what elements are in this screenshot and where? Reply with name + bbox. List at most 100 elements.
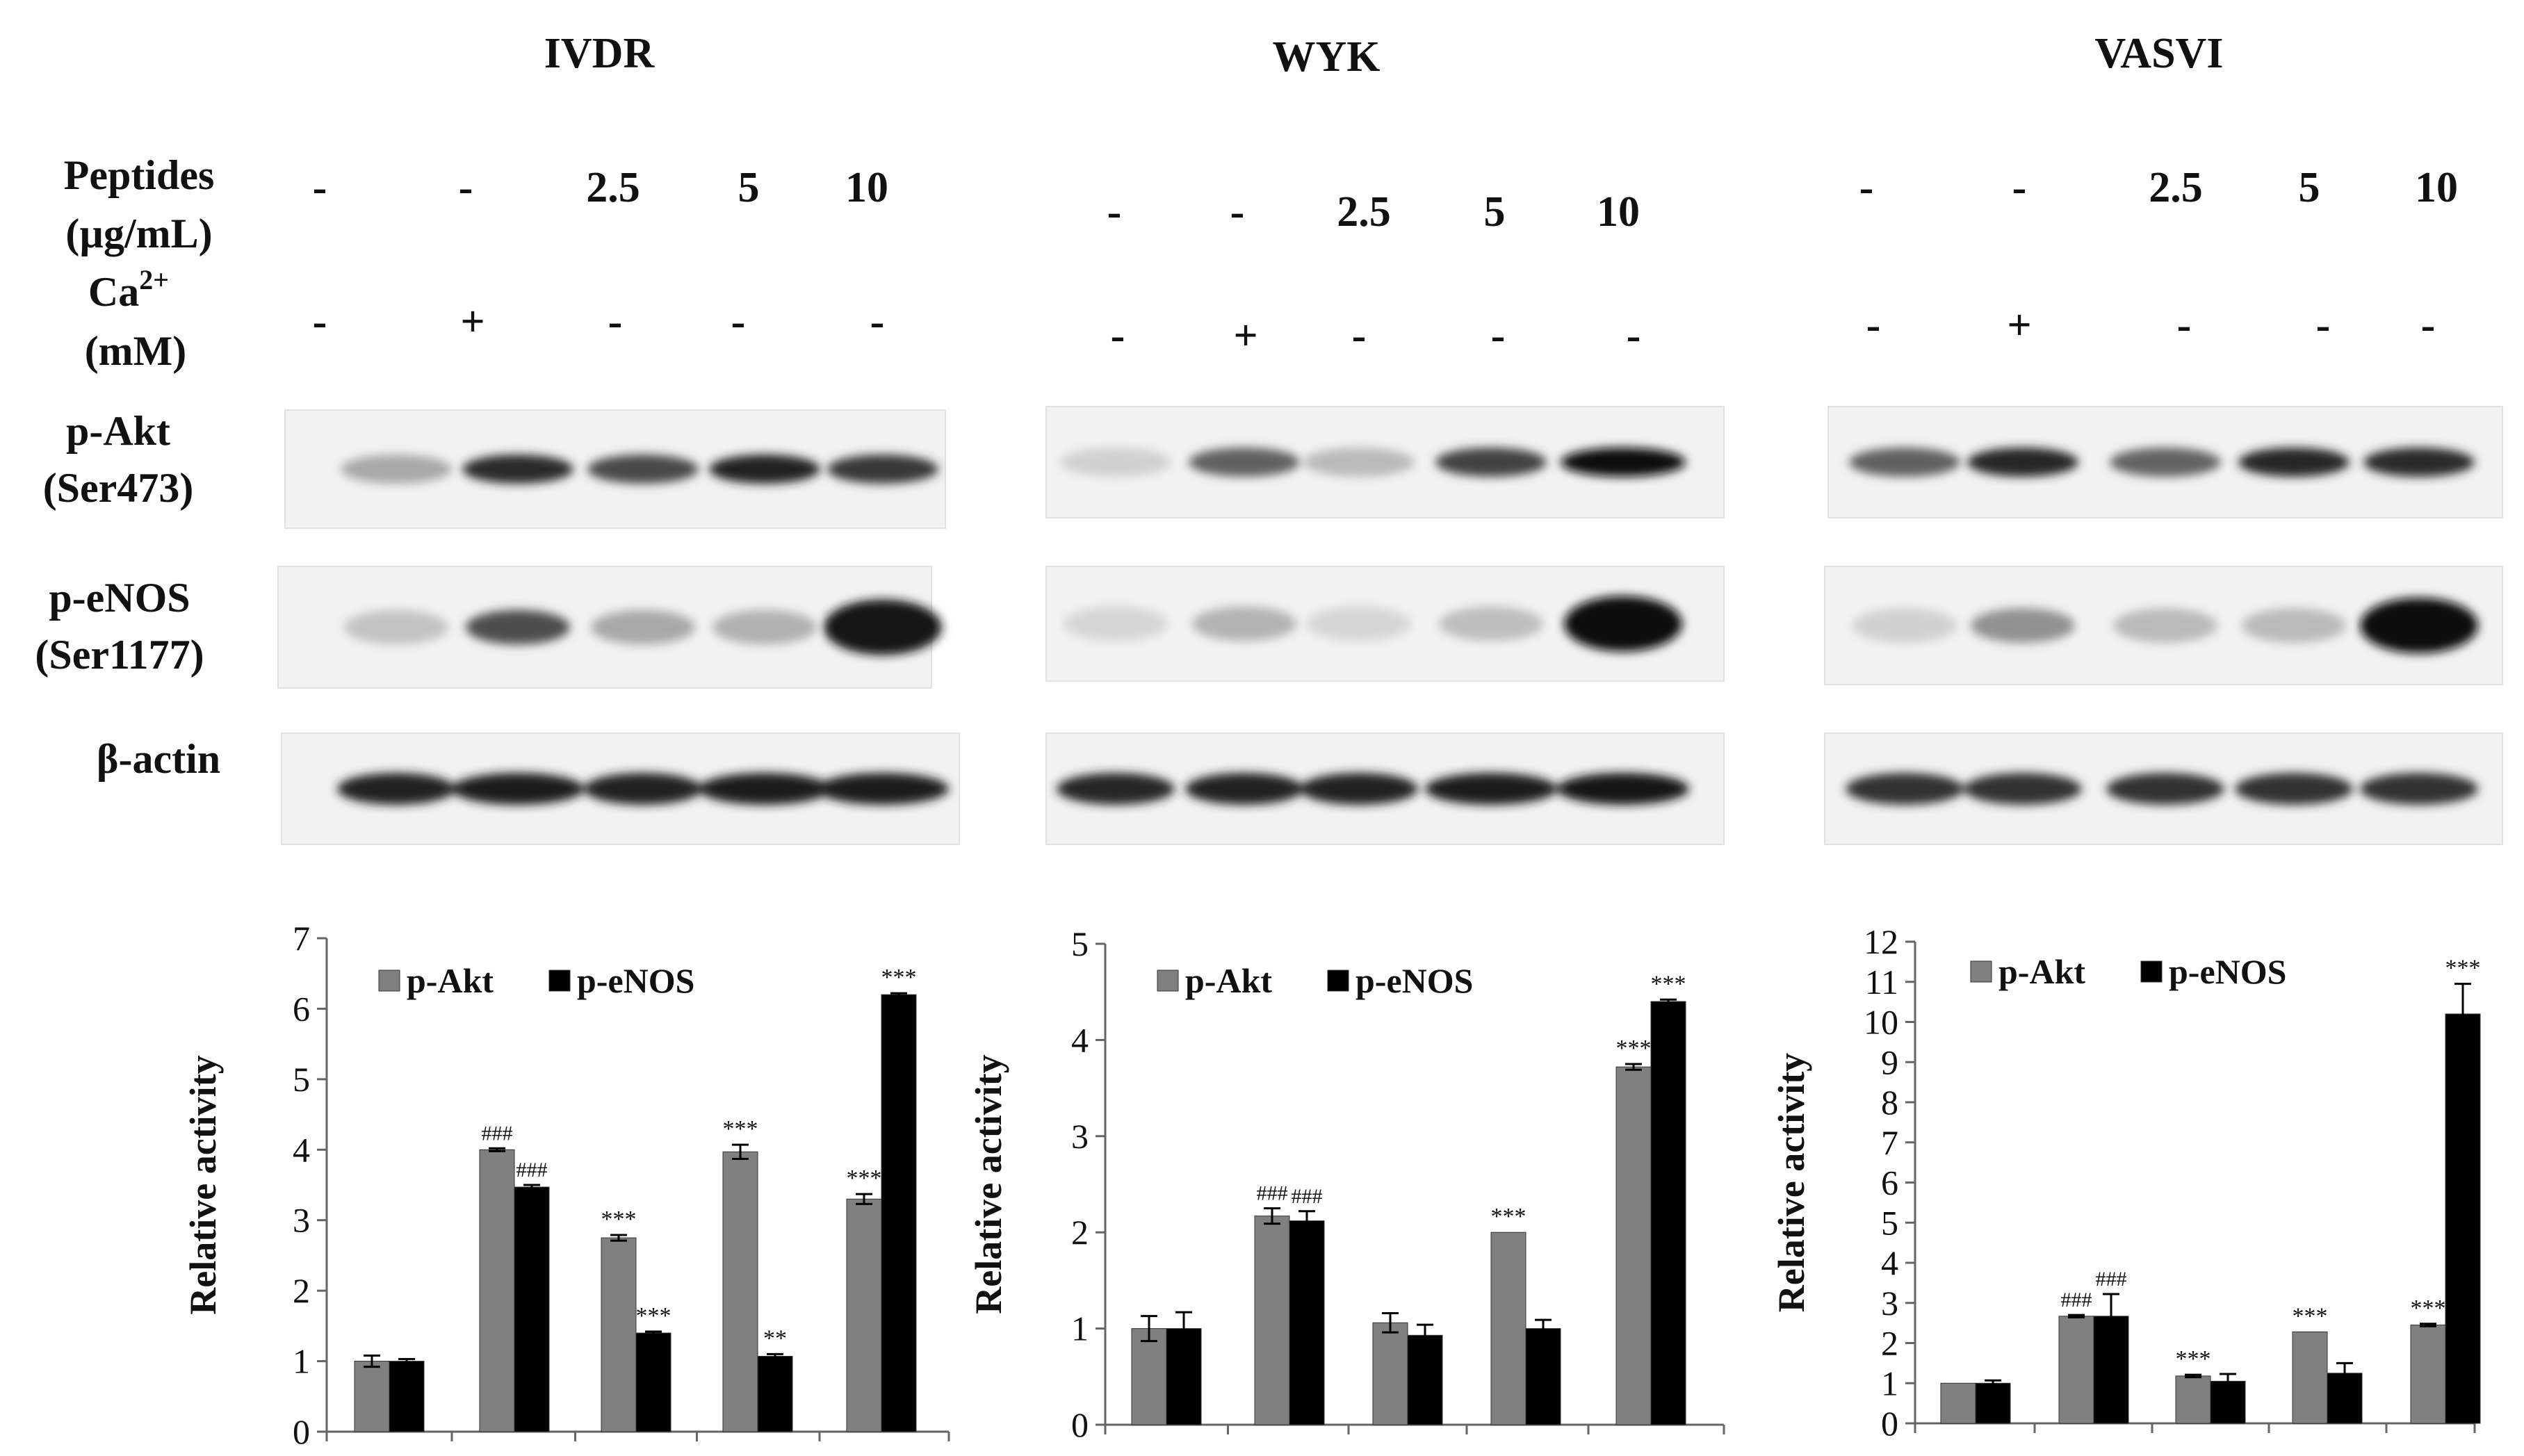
blot-band <box>344 610 448 645</box>
bar-p-enos <box>1975 1382 2011 1424</box>
peptide-dose: - <box>1107 188 1122 236</box>
y-tick-label: 2 <box>1881 1324 1898 1363</box>
y-tick-label: 1 <box>293 1342 310 1381</box>
calcium-dose: + <box>2007 302 2031 349</box>
blot-band <box>1557 773 1689 805</box>
blot-band <box>699 773 831 805</box>
y-tick-label: 5 <box>1881 1203 1898 1242</box>
blot-band <box>1425 773 1557 805</box>
pakt-blot-site-label: (Ser473) <box>43 465 194 511</box>
bar-p-akt <box>1615 1066 1652 1425</box>
blot-band <box>713 610 817 645</box>
y-tick-label: 4 <box>293 1130 310 1169</box>
treatment-rows: - - 2.5 5 10 - + - - - - - 2.5 5 10 - + … <box>313 164 2458 359</box>
bar-p-akt <box>2058 1316 2094 1424</box>
bar-p-enos <box>1407 1334 1443 1425</box>
blot-band <box>337 773 455 805</box>
peptide-dose: - <box>1230 188 1245 236</box>
blot-band <box>1192 606 1296 641</box>
blot-band <box>2238 448 2350 477</box>
pakt-blot-label: p-Akt <box>66 408 170 454</box>
calcium-base: Ca <box>88 269 139 315</box>
blot-bands-actin <box>1846 773 2478 805</box>
blot-bands-akt <box>1060 448 1686 477</box>
blot-band <box>2360 773 2478 805</box>
peptide-dose: - <box>313 164 327 211</box>
y-tick-label: 5 <box>293 1060 310 1099</box>
blot-bands-akt <box>1849 448 2475 477</box>
calcium-dose: - <box>608 298 623 345</box>
blot-band <box>1564 596 1682 652</box>
blot-band <box>466 610 570 645</box>
blot-band <box>341 455 452 484</box>
calcium-superscript: 2+ <box>139 264 169 295</box>
blot-band <box>817 773 949 805</box>
y-tick-label: 5 <box>1071 924 1089 963</box>
peptide-dose: - <box>459 164 473 211</box>
blot-band <box>827 455 938 484</box>
penos-blot-site-label: (Ser1177) <box>35 632 204 678</box>
blot-band <box>452 773 584 805</box>
legend-label: p-eNOS <box>1355 961 1473 1000</box>
calcium-dose: - <box>2177 302 2192 349</box>
peptides-label: Peptides <box>64 152 215 198</box>
panel-title-3: VASVI <box>2095 30 2224 77</box>
bar-p-akt <box>846 1198 882 1432</box>
legend-swatch <box>1970 960 1992 983</box>
y-tick-label: 2 <box>293 1271 310 1310</box>
legend-label: p-Akt <box>1998 952 2085 991</box>
bar-p-akt <box>354 1361 390 1432</box>
blot-band <box>709 455 820 484</box>
calcium-dose: - <box>870 298 885 345</box>
significance-marker: ** <box>763 1325 787 1351</box>
calcium-dose: - <box>1352 312 1367 359</box>
blot-band <box>587 455 699 484</box>
blot-band <box>2106 773 2224 805</box>
peptide-dose: - <box>1859 164 1874 211</box>
blot-band <box>1964 773 2082 805</box>
y-tick-label: 8 <box>1881 1083 1898 1122</box>
calcium-label: Ca2+ <box>88 264 169 315</box>
penos-blot-label: p-eNOS <box>49 575 190 621</box>
y-tick-label: 1 <box>1881 1364 1898 1402</box>
bar-p-enos <box>1289 1220 1325 1425</box>
blot-band <box>1853 608 1957 643</box>
significance-marker: ### <box>482 1122 513 1145</box>
legend-label: p-Akt <box>1185 961 1272 1000</box>
blot-bands-enos <box>1064 596 1682 652</box>
significance-marker: *** <box>1491 1204 1526 1229</box>
blot-band <box>1971 608 2075 643</box>
significance-marker: *** <box>881 965 917 990</box>
bar-p-akt <box>2410 1325 2446 1424</box>
y-tick-label: 4 <box>1071 1020 1089 1059</box>
calcium-dose: - <box>313 298 327 345</box>
bar-p-enos <box>881 994 917 1432</box>
blot-band <box>2363 448 2475 477</box>
y-tick-label: 3 <box>293 1201 310 1240</box>
blot-band <box>2360 598 2478 653</box>
y-tick-label: 0 <box>1881 1404 1898 1443</box>
significance-marker: *** <box>723 1116 758 1142</box>
blot-band <box>2235 773 2353 805</box>
peptide-dose: 5 <box>2299 164 2320 211</box>
blot-band <box>2110 448 2221 477</box>
y-tick-label: 9 <box>1881 1042 1898 1081</box>
calcium-dose: + <box>460 298 485 345</box>
bar-p-akt <box>479 1149 515 1432</box>
peptide-dose: 5 <box>1484 188 1506 236</box>
significance-marker: ### <box>2061 1289 2092 1311</box>
blot-band <box>1435 448 1547 477</box>
bar-p-akt <box>2292 1331 2328 1424</box>
y-tick-label: 6 <box>293 989 310 1028</box>
y-tick-label: 10 <box>1864 1003 1898 1042</box>
y-tick-label: 3 <box>1881 1284 1898 1323</box>
peptide-dose: 10 <box>1597 188 1640 236</box>
bar-p-enos <box>1525 1328 1561 1425</box>
blot-band <box>1303 448 1415 477</box>
blot-band <box>1060 448 1171 477</box>
blot-band <box>591 610 695 645</box>
significance-marker: ### <box>516 1159 548 1181</box>
blot-band <box>1064 606 1168 641</box>
significance-marker: *** <box>2411 1295 2446 1321</box>
